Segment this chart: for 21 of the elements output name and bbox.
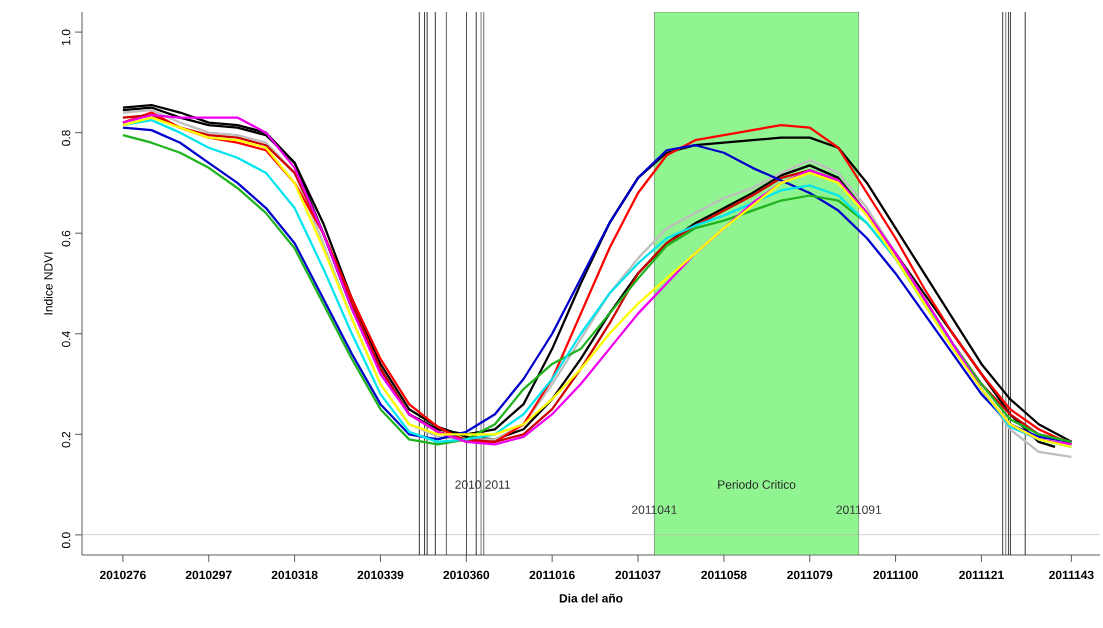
y-tick-label: 0.8 — [61, 130, 71, 146]
x-tick-label: 2010339 — [357, 570, 404, 580]
x-tick-label: 2011058 — [701, 570, 747, 580]
x-tick-label: 2010276 — [99, 570, 146, 580]
band-label: Periodo Critico — [718, 479, 796, 489]
x-tick-label: 2011079 — [787, 570, 833, 580]
y-tick-label: 0.4 — [61, 331, 71, 347]
x-tick-label: 2010318 — [271, 570, 318, 580]
y-axis-title: Indice NDVI — [43, 252, 53, 315]
y-tick-label: 1.0 — [61, 29, 71, 45]
y-tick-label: 0.6 — [61, 230, 71, 247]
x-axis-title: Dia del año — [559, 593, 623, 603]
y-tick-label: 0.0 — [61, 532, 71, 549]
x-tick-label: 2011121 — [959, 570, 1004, 580]
x-tick-label: 2011100 — [873, 570, 918, 580]
x-tick-label: 2010360 — [443, 570, 490, 580]
y-tick-label: 0.2 — [61, 431, 71, 448]
x-tick-label: 2011016 — [529, 570, 575, 580]
x-tick-label: 2011037 — [615, 570, 661, 580]
x-tick-label: 2010297 — [185, 570, 232, 580]
x-tick-label: 2011143 — [1049, 570, 1094, 580]
